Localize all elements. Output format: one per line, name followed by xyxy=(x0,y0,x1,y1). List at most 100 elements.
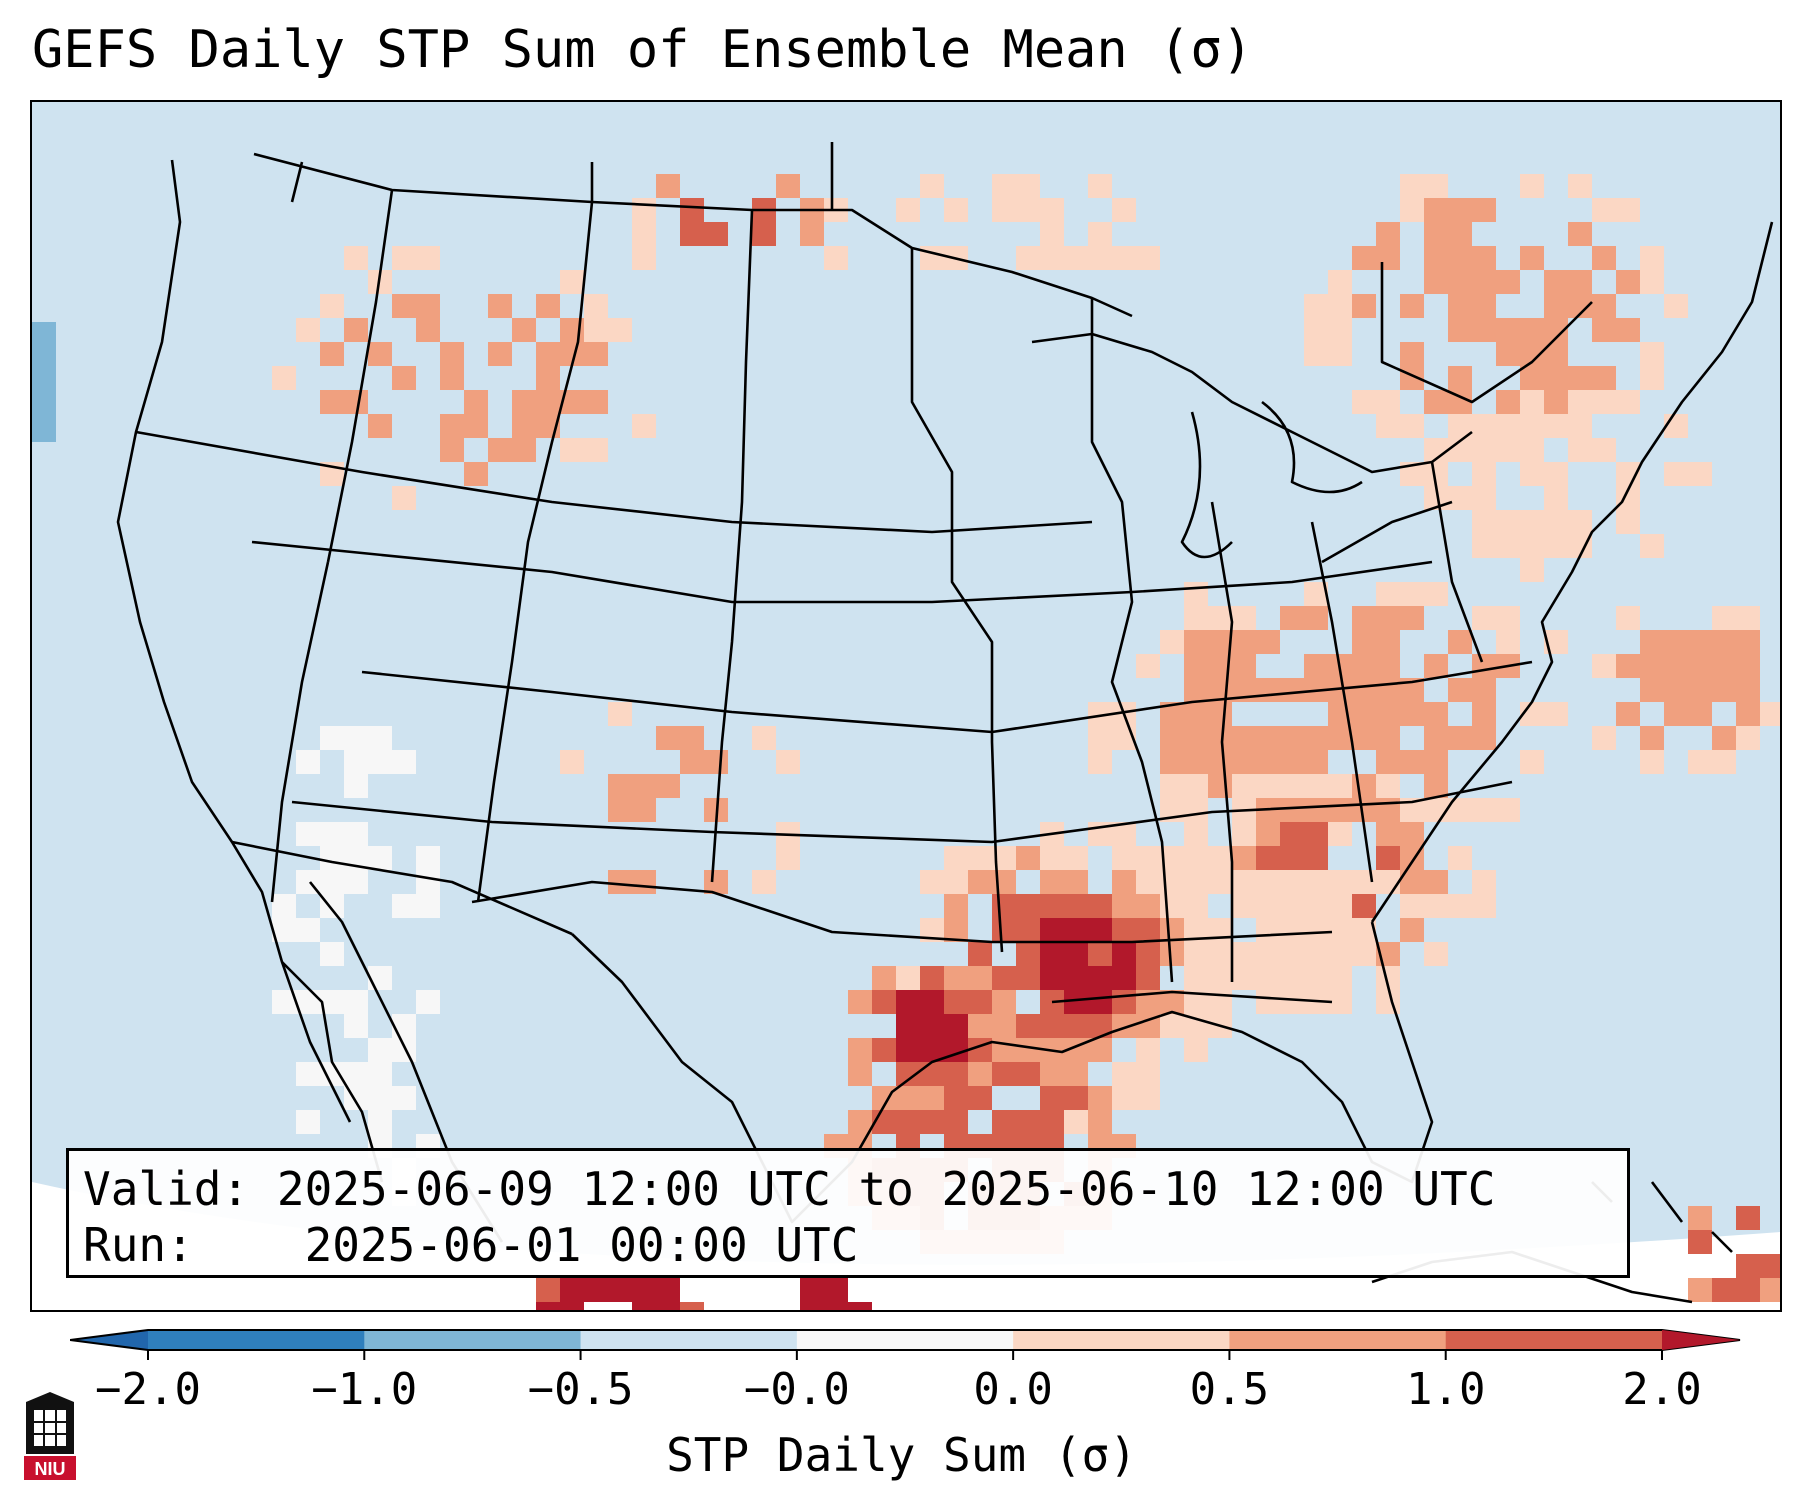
anomaly-cell xyxy=(1232,654,1256,678)
anomaly-cell xyxy=(1688,750,1712,774)
anomaly-cell xyxy=(632,414,656,438)
colorbar-tick-label: −1.0 xyxy=(311,1364,417,1415)
anomaly-cell xyxy=(1352,246,1376,270)
anomaly-cell xyxy=(992,1014,1016,1038)
anomaly-cell xyxy=(1232,870,1256,894)
anomaly-cell xyxy=(968,846,992,870)
us-canada-border xyxy=(253,152,1133,318)
anomaly-cell xyxy=(1592,390,1616,414)
anomaly-cell xyxy=(1184,1038,1208,1062)
anomaly-cell xyxy=(1184,846,1208,870)
anomaly-cell xyxy=(1664,294,1688,318)
anomaly-cell xyxy=(1040,894,1064,918)
anomaly-cell xyxy=(800,222,824,246)
anomaly-cell xyxy=(368,1110,392,1134)
anomaly-cell xyxy=(1040,246,1064,270)
anomaly-cell xyxy=(1472,462,1496,486)
anomaly-cell xyxy=(536,366,560,390)
anomaly-cell xyxy=(920,1014,944,1038)
anomaly-cell xyxy=(512,390,536,414)
colorbar-segment xyxy=(364,1330,582,1350)
anomaly-cell xyxy=(440,414,464,438)
anomaly-cell xyxy=(1112,966,1136,990)
anomaly-cell xyxy=(560,750,584,774)
colorbar-segment xyxy=(148,1330,365,1350)
anomaly-cell xyxy=(1352,726,1376,750)
anomaly-cell xyxy=(1424,702,1448,726)
anomaly-cell xyxy=(1544,294,1568,318)
anomaly-cell xyxy=(1160,990,1184,1014)
anomaly-cell xyxy=(344,990,368,1014)
anomaly-cell xyxy=(1448,726,1472,750)
anomaly-cell xyxy=(1424,222,1448,246)
anomaly-cell xyxy=(1616,198,1640,222)
anomaly-cell xyxy=(1376,390,1400,414)
pacific-coastline xyxy=(116,159,352,1123)
anomaly-cell xyxy=(1544,510,1568,534)
anomaly-cell xyxy=(1256,678,1280,702)
anomaly-cell xyxy=(1352,390,1376,414)
anomaly-cell xyxy=(1712,726,1736,750)
anomaly-cell xyxy=(608,870,632,894)
anomaly-cell xyxy=(1544,270,1568,294)
anomaly-cell xyxy=(1616,270,1640,294)
anomaly-cell xyxy=(1064,918,1088,942)
anomaly-cell xyxy=(1280,606,1304,630)
colorbar: −2.0 −1.0 −0.5 −0.0 0.0 0.5 1.0 2.0 xyxy=(70,1329,1741,1415)
anomaly-cell xyxy=(416,246,440,270)
anomaly-cell xyxy=(584,390,608,414)
colorbar-segment xyxy=(1229,1330,1447,1350)
anomaly-cell xyxy=(392,246,416,270)
anomaly-cell xyxy=(32,322,56,346)
anomaly-cell xyxy=(1112,198,1136,222)
anomaly-cell xyxy=(1352,702,1376,726)
anomaly-cell xyxy=(1688,462,1712,486)
anomaly-cell xyxy=(1400,702,1424,726)
anomaly-cell xyxy=(368,342,392,366)
anomaly-cell xyxy=(1184,750,1208,774)
anomaly-cell xyxy=(1376,222,1400,246)
anomaly-cell xyxy=(1424,774,1448,798)
anomaly-cell xyxy=(1376,582,1400,606)
anomaly-cell xyxy=(1496,606,1520,630)
anomaly-cell xyxy=(656,726,680,750)
colorbar-label: STP Daily Sum (σ) xyxy=(666,1428,1137,1482)
anomaly-cell xyxy=(1592,438,1616,462)
state-line xyxy=(361,660,1533,734)
anomaly-cell xyxy=(1424,894,1448,918)
anomaly-cell xyxy=(1424,198,1448,222)
anomaly-cell xyxy=(488,294,512,318)
anomaly-cell xyxy=(1664,702,1688,726)
anomaly-cell xyxy=(1592,654,1616,678)
anomaly-cell xyxy=(992,918,1016,942)
anomaly-cell xyxy=(632,870,656,894)
anomaly-cell xyxy=(1232,942,1256,966)
anomaly-cell xyxy=(1184,822,1208,846)
anomaly-cell xyxy=(1400,198,1424,222)
anomaly-cell xyxy=(1064,1062,1088,1086)
logo-text: NIU xyxy=(35,1459,66,1479)
anomaly-cell xyxy=(1256,918,1280,942)
anomaly-cell xyxy=(1472,414,1496,438)
anomaly-cell xyxy=(632,1302,656,1310)
anomaly-cell xyxy=(944,894,968,918)
anomaly-cell xyxy=(1688,702,1712,726)
anomaly-cell xyxy=(1016,894,1040,918)
anomaly-cell xyxy=(608,318,632,342)
anomaly-cell xyxy=(296,918,320,942)
anomaly-cell xyxy=(1424,942,1448,966)
anomaly-cell xyxy=(1496,510,1520,534)
anomaly-cell xyxy=(896,198,920,222)
anomaly-cell xyxy=(656,1302,680,1310)
anomaly-cell xyxy=(1616,606,1640,630)
anomaly-cell xyxy=(1208,606,1232,630)
anomaly-cell xyxy=(1736,1206,1760,1230)
anomaly-cell xyxy=(1136,1062,1160,1086)
anomaly-cell xyxy=(416,894,440,918)
anomaly-cell xyxy=(1112,894,1136,918)
anomaly-cell xyxy=(1064,246,1088,270)
anomaly-cell xyxy=(656,1278,680,1302)
anomaly-cell xyxy=(872,1038,896,1062)
anomaly-cell xyxy=(1280,798,1304,822)
anomaly-cell xyxy=(560,270,584,294)
